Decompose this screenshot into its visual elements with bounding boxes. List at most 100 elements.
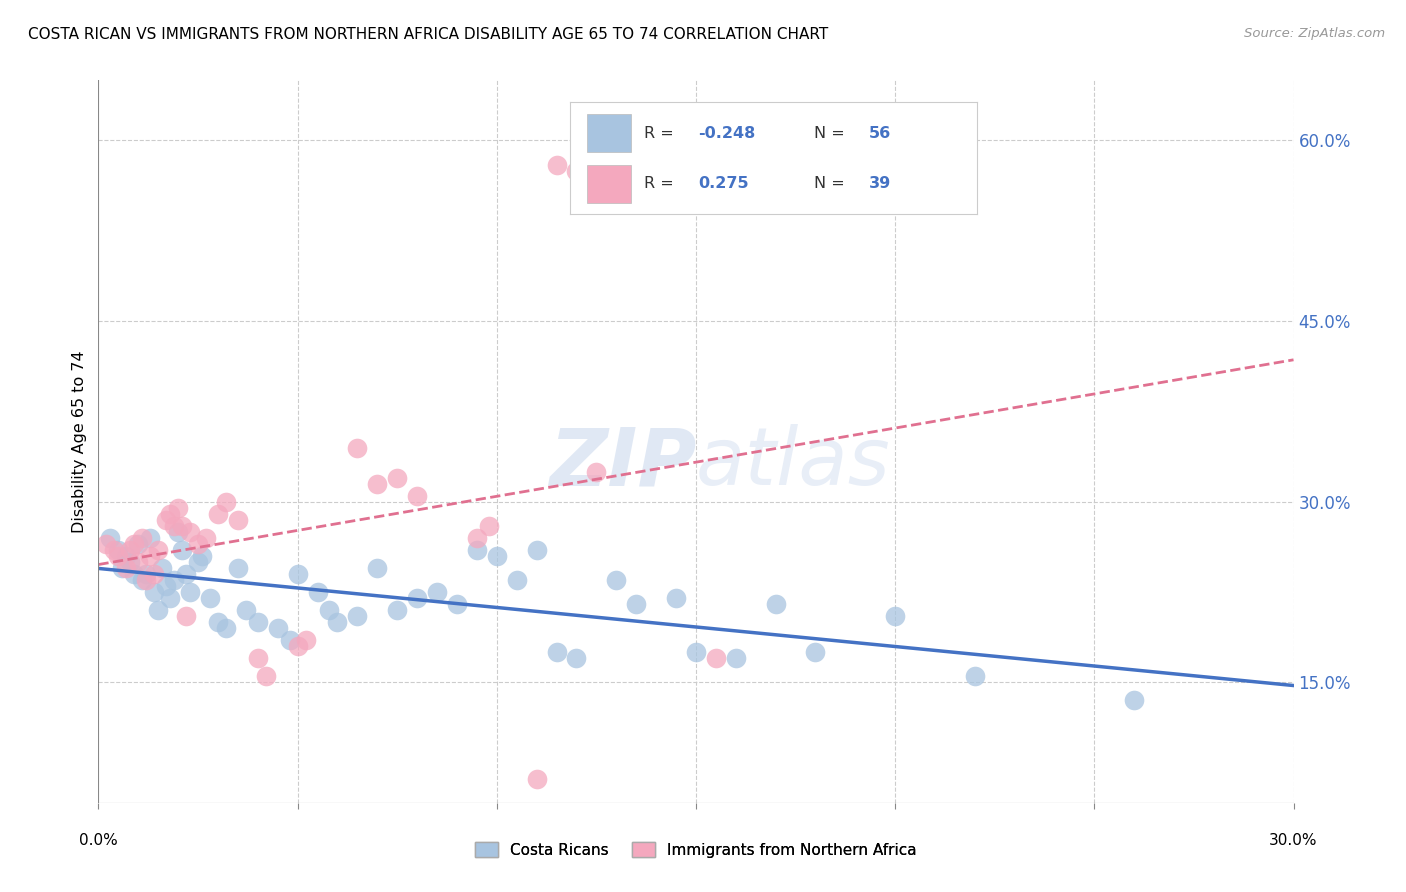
Point: [526, 772, 548, 786]
Point: [195, 531, 218, 545]
Point: [963, 669, 986, 683]
Point: [124, 567, 146, 582]
Point: [385, 603, 409, 617]
Point: [163, 519, 186, 533]
Point: [406, 489, 429, 503]
Point: [155, 579, 177, 593]
Point: [167, 500, 190, 515]
Point: [163, 573, 186, 587]
Point: [198, 591, 221, 606]
Point: [174, 609, 197, 624]
Point: [665, 591, 688, 606]
Text: 30.0%: 30.0%: [1270, 833, 1317, 848]
Point: [131, 573, 153, 587]
Point: [131, 531, 153, 545]
Text: ZIP: ZIP: [548, 425, 696, 502]
Point: [96, 537, 118, 551]
Point: [115, 561, 138, 575]
Point: [465, 531, 488, 545]
Point: [465, 542, 488, 557]
Point: [585, 465, 607, 479]
Point: [167, 524, 190, 539]
Point: [115, 549, 138, 563]
Point: [226, 561, 249, 575]
Text: Source: ZipAtlas.com: Source: ZipAtlas.com: [1244, 27, 1385, 40]
Point: [267, 621, 290, 635]
Point: [207, 507, 229, 521]
Point: [172, 542, 194, 557]
Text: COSTA RICAN VS IMMIGRANTS FROM NORTHERN AFRICA DISABILITY AGE 65 TO 74 CORRELATI: COSTA RICAN VS IMMIGRANTS FROM NORTHERN …: [28, 27, 828, 42]
Point: [326, 615, 349, 630]
Point: [246, 651, 269, 665]
Point: [135, 573, 157, 587]
Point: [546, 645, 568, 659]
Point: [346, 441, 368, 455]
Point: [159, 507, 181, 521]
Point: [148, 603, 170, 617]
Point: [254, 669, 277, 683]
Point: [191, 549, 214, 563]
Point: [107, 542, 129, 557]
Point: [685, 645, 707, 659]
Point: [385, 471, 409, 485]
Point: [111, 561, 134, 575]
Point: [626, 597, 648, 611]
Point: [565, 163, 588, 178]
Point: [139, 549, 162, 563]
Text: atlas: atlas: [696, 425, 891, 502]
Point: [215, 621, 238, 635]
Point: [426, 585, 449, 599]
Point: [159, 591, 181, 606]
Point: [287, 639, 309, 653]
Point: [226, 513, 249, 527]
Point: [174, 567, 197, 582]
Point: [406, 591, 429, 606]
Y-axis label: Disability Age 65 to 74: Disability Age 65 to 74: [72, 351, 87, 533]
Point: [120, 542, 142, 557]
Point: [884, 609, 907, 624]
Point: [135, 567, 157, 582]
Point: [107, 549, 129, 563]
Point: [526, 542, 548, 557]
Point: [143, 585, 166, 599]
Point: [207, 615, 229, 630]
Point: [804, 645, 827, 659]
Point: [478, 519, 501, 533]
Point: [366, 561, 388, 575]
Point: [605, 573, 627, 587]
Point: [704, 651, 727, 665]
Point: [446, 597, 468, 611]
Point: [127, 537, 149, 551]
Point: [148, 542, 170, 557]
Point: [187, 537, 209, 551]
Point: [366, 476, 388, 491]
Legend: Costa Ricans, Immigrants from Northern Africa: Costa Ricans, Immigrants from Northern A…: [470, 836, 922, 863]
Point: [172, 519, 194, 533]
Point: [150, 561, 173, 575]
Point: [1123, 693, 1146, 707]
Point: [278, 633, 301, 648]
Point: [485, 549, 508, 563]
Point: [139, 531, 162, 545]
Point: [724, 651, 747, 665]
Point: [215, 494, 238, 508]
Point: [246, 615, 269, 630]
Point: [179, 585, 201, 599]
Point: [124, 537, 146, 551]
Point: [565, 651, 588, 665]
Point: [506, 573, 529, 587]
Point: [98, 531, 122, 545]
Point: [294, 633, 316, 648]
Point: [155, 513, 177, 527]
Point: [546, 157, 568, 171]
Text: 0.0%: 0.0%: [79, 833, 118, 848]
Point: [179, 524, 201, 539]
Point: [287, 567, 309, 582]
Point: [103, 542, 125, 557]
Point: [318, 603, 340, 617]
Point: [120, 555, 142, 569]
Point: [307, 585, 329, 599]
Point: [346, 609, 368, 624]
Point: [235, 603, 257, 617]
Point: [765, 597, 787, 611]
